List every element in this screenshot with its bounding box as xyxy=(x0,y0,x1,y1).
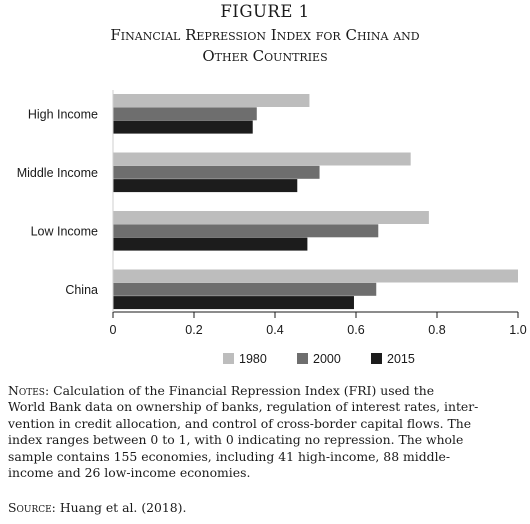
notes-line-4: index ranges between 0 to 1, with 0 indi… xyxy=(8,432,464,448)
legend-label-2015: 2015 xyxy=(387,352,415,366)
bar-2015-high-income xyxy=(113,120,253,134)
x-tick-label: 0.8 xyxy=(428,323,445,337)
x-tick-label: 0.6 xyxy=(347,323,364,337)
category-labels: High Income Middle Income Low Income China xyxy=(17,107,98,297)
legend-label-2000: 2000 xyxy=(313,352,341,366)
bars-group xyxy=(113,94,518,310)
notes-line-6: income and 26 low-income economies. xyxy=(8,465,251,481)
bar-2000-high-income xyxy=(113,107,257,121)
legend-swatch-2015 xyxy=(371,353,382,364)
notes-text-1: Calculation of the Financial Repression … xyxy=(53,383,435,398)
notes: Notes: Calculation of the Financial Repr… xyxy=(8,383,524,481)
source: Source: Huang et al. (2018). xyxy=(8,500,186,515)
x-tick-label: 1.0 xyxy=(509,323,526,337)
x-tick-label: 0.4 xyxy=(266,323,283,337)
bar-1980-low-income xyxy=(113,211,429,224)
legend: 1980 2000 2015 xyxy=(223,352,415,366)
figure-title: Financial Repression Index for China and… xyxy=(0,25,530,67)
bar-1980-high-income xyxy=(113,94,310,107)
source-label: Source: xyxy=(8,500,56,515)
figure-label: FIGURE 1 xyxy=(220,2,310,21)
bar-2015-china xyxy=(113,296,354,310)
bar-2015-low-income xyxy=(113,237,308,251)
category-label-middle-income: Middle Income xyxy=(17,166,98,180)
notes-line-5: sample contains 155 economies, including… xyxy=(8,448,451,464)
bar-2000-china xyxy=(113,282,377,296)
notes-line-2: World Bank data on ownership of banks, r… xyxy=(8,399,479,415)
figure-title-line-1: Financial Repression Index for China and xyxy=(110,26,420,44)
legend-swatch-2000 xyxy=(297,353,308,364)
source-text: Huang et al. (2018). xyxy=(59,500,187,515)
category-label-high-income: High Income xyxy=(28,107,98,121)
notes-line-3: vention in credit allocation, and contro… xyxy=(8,415,472,431)
x-tick-label: 0 xyxy=(110,323,117,337)
bar-2000-low-income xyxy=(113,224,379,238)
x-tick-label: 0.2 xyxy=(185,323,202,337)
bar-1980-china xyxy=(113,269,518,283)
legend-swatch-1980 xyxy=(223,353,234,364)
category-label-china: China xyxy=(65,283,98,297)
x-axis: 0 0.2 0.4 0.6 0.8 1.0 xyxy=(110,90,527,337)
legend-label-1980: 1980 xyxy=(239,352,267,366)
bar-2015-middle-income xyxy=(113,179,298,193)
bar-1980-middle-income xyxy=(113,152,411,166)
bar-2000-middle-income xyxy=(113,165,320,179)
notes-line-1: Notes: Calculation of the Financial Repr… xyxy=(8,383,524,399)
figure-title-line-2: Other Countries xyxy=(202,47,328,65)
notes-label: Notes: xyxy=(8,383,50,398)
category-label-low-income: Low Income xyxy=(31,224,98,238)
